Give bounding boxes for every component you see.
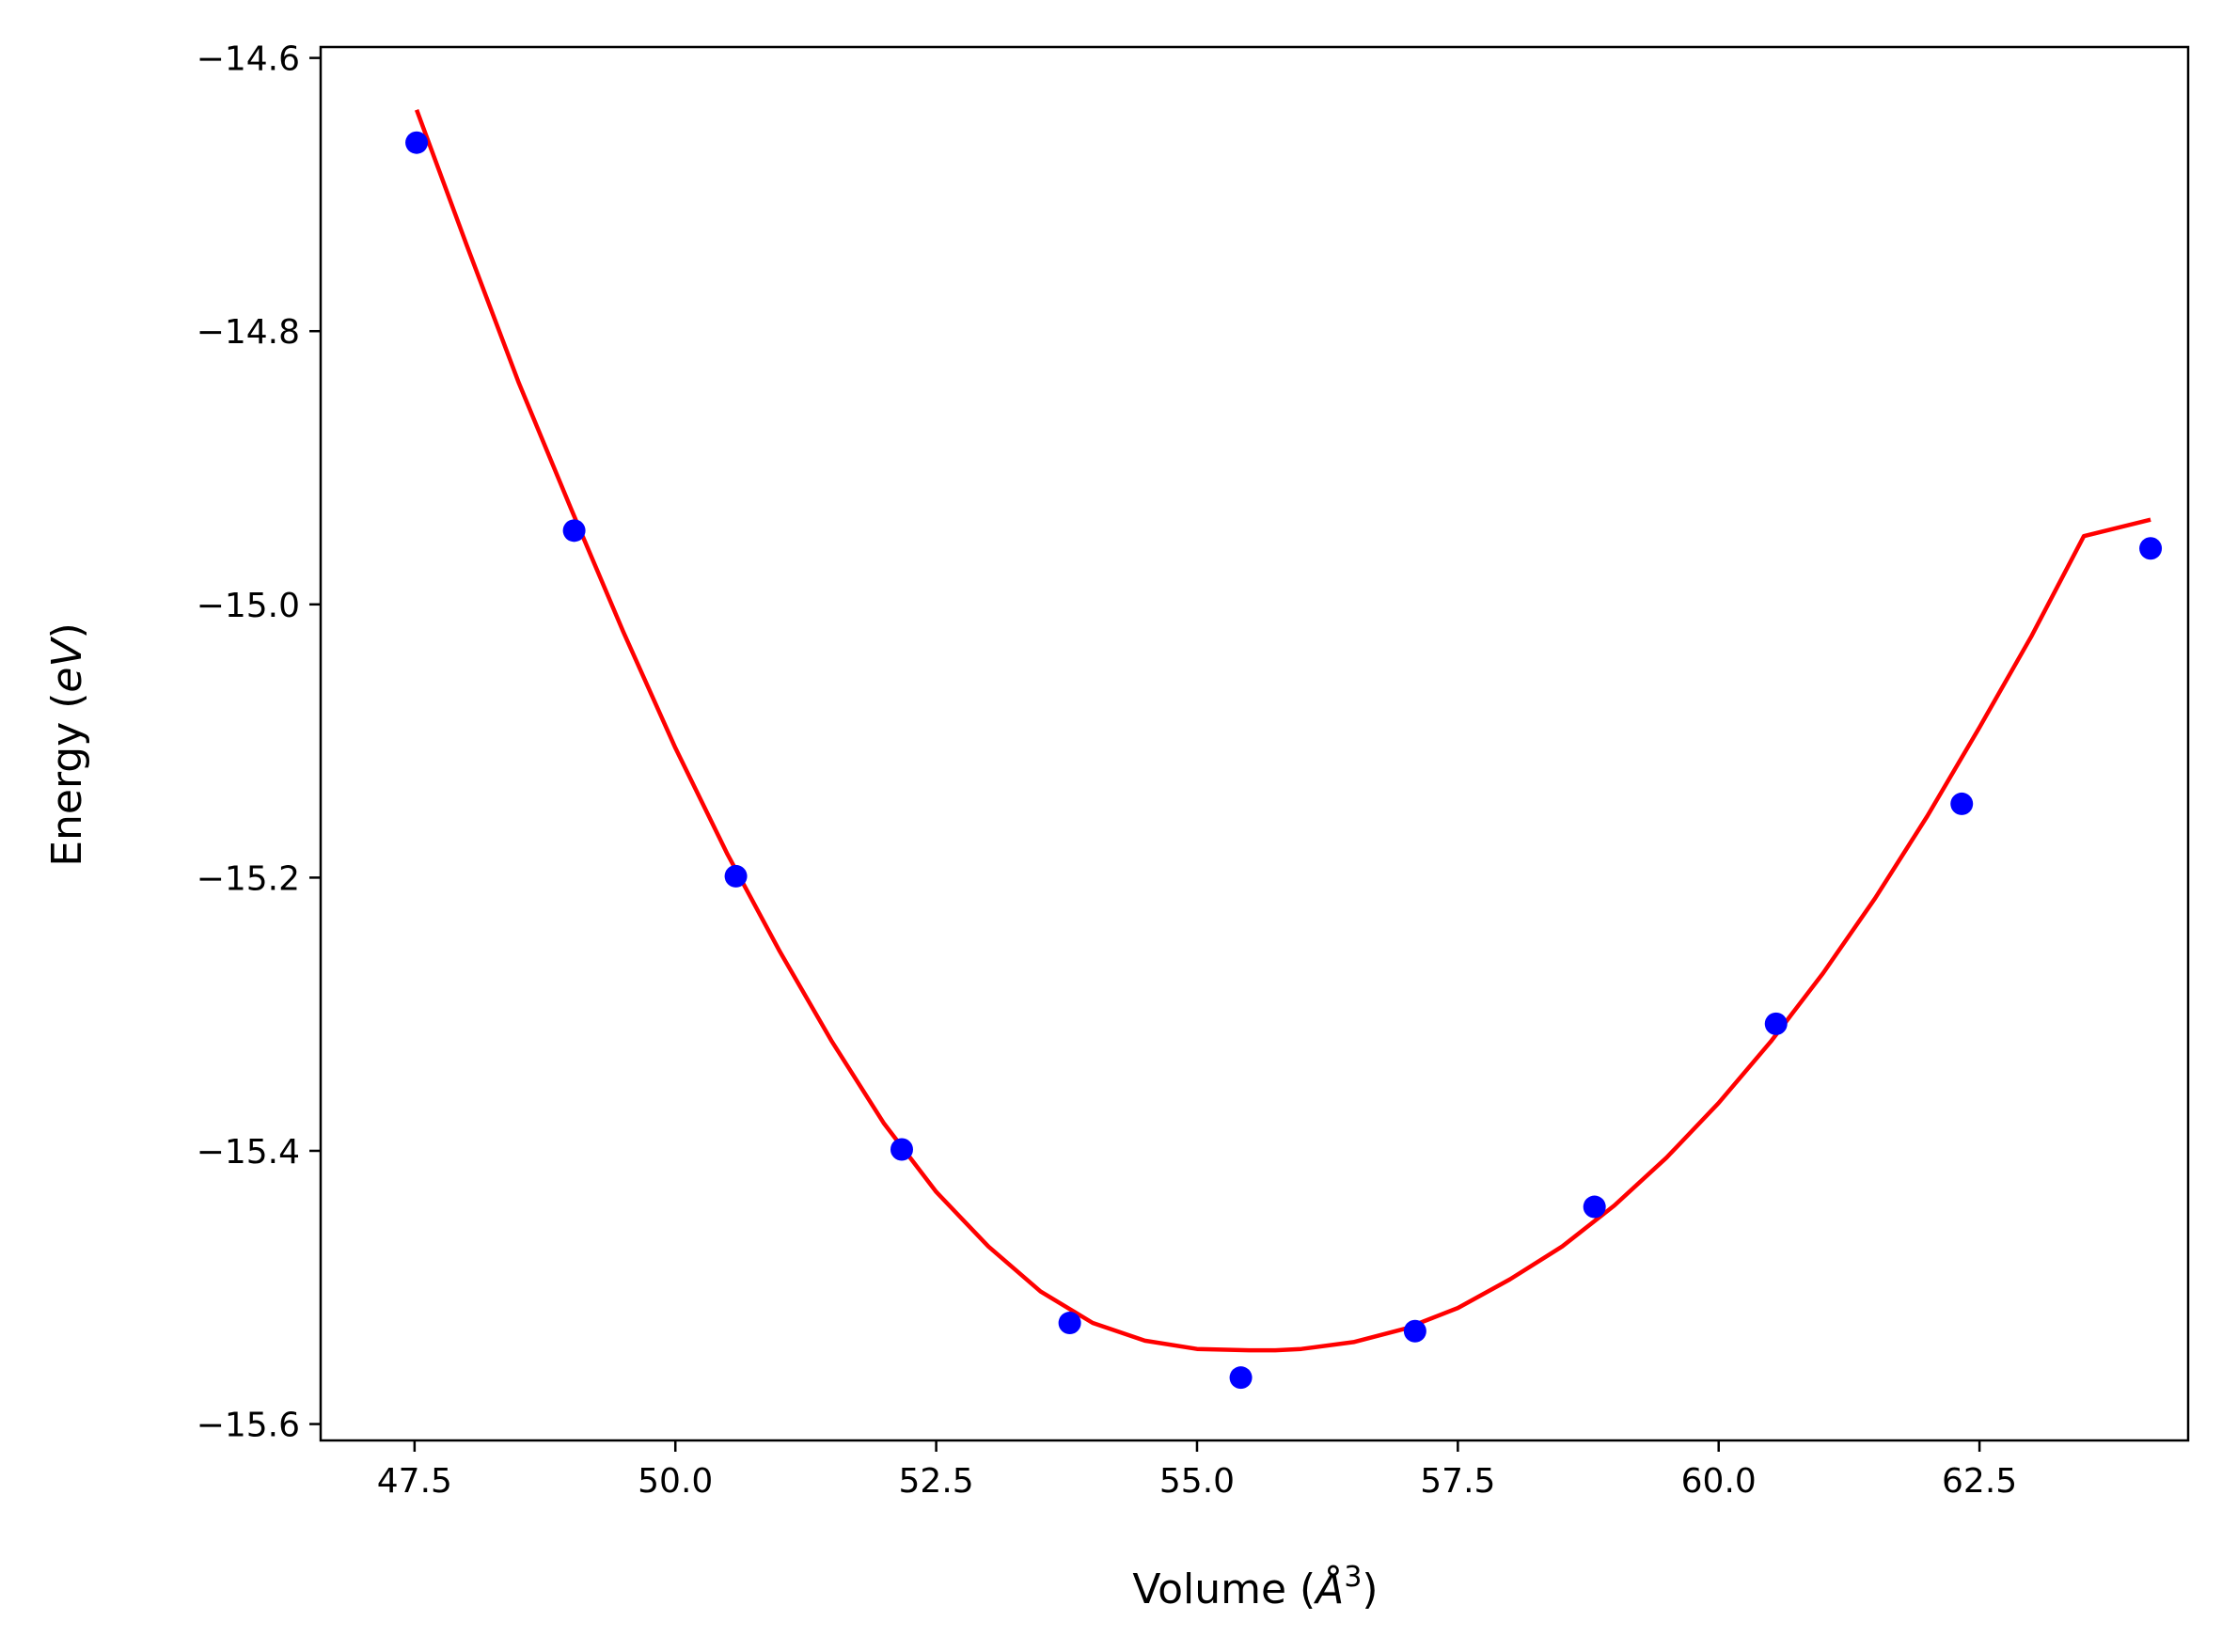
y-tick-label: −15.4 bbox=[197, 1133, 300, 1172]
x-axis-label-unit: Å bbox=[1313, 1564, 1344, 1613]
x-axis-label-close: ) bbox=[1362, 1565, 1378, 1613]
data-point bbox=[890, 1138, 913, 1161]
y-axis-label-close: ) bbox=[43, 622, 91, 638]
axes-frame bbox=[319, 45, 2190, 1442]
x-tick-label: 55.0 bbox=[1159, 1462, 1235, 1501]
data-point bbox=[1403, 1319, 1426, 1343]
x-axis-label: Volume (Å3) bbox=[1132, 1561, 1378, 1613]
y-axis-label-text: Energy ( bbox=[43, 693, 91, 867]
axis-ticks: 47.5 50.0 52.5 55.0 57.5 60.0 62.5 −14.6 −14.8 −1… bbox=[197, 40, 2018, 1501]
data-point bbox=[1950, 792, 1974, 815]
x-tick-label: 47.5 bbox=[377, 1462, 452, 1501]
y-tick-label: −15.6 bbox=[197, 1407, 300, 1445]
x-tick-label: 52.5 bbox=[899, 1462, 974, 1501]
y-tick-label: −14.8 bbox=[197, 313, 300, 352]
data-point bbox=[1058, 1312, 1081, 1335]
data-point bbox=[405, 131, 429, 154]
data-point bbox=[2139, 537, 2163, 560]
data-point bbox=[562, 519, 586, 543]
data-point bbox=[724, 864, 748, 888]
x-tick-label: 60.0 bbox=[1681, 1462, 1757, 1501]
fit-line bbox=[414, 109, 2151, 1353]
x-axis-label-text: Volume ( bbox=[1132, 1565, 1316, 1613]
x-tick-label: 57.5 bbox=[1420, 1462, 1495, 1501]
x-tick-label: 50.0 bbox=[638, 1462, 713, 1501]
x-tick-label: 62.5 bbox=[1942, 1462, 2017, 1501]
y-tick-label: −15.0 bbox=[197, 587, 300, 625]
plot-area bbox=[405, 109, 2163, 1390]
x-axis-label-sup: 3 bbox=[1344, 1561, 1362, 1594]
y-axis-label-unit: eV bbox=[43, 637, 91, 693]
data-point bbox=[1229, 1366, 1253, 1390]
data-point bbox=[1764, 1012, 1788, 1035]
y-tick-label: −15.2 bbox=[197, 859, 300, 898]
y-tick-label: −14.6 bbox=[197, 40, 300, 79]
data-point bbox=[1583, 1195, 1606, 1219]
y-axis-label: Energy (eV) bbox=[43, 622, 91, 867]
